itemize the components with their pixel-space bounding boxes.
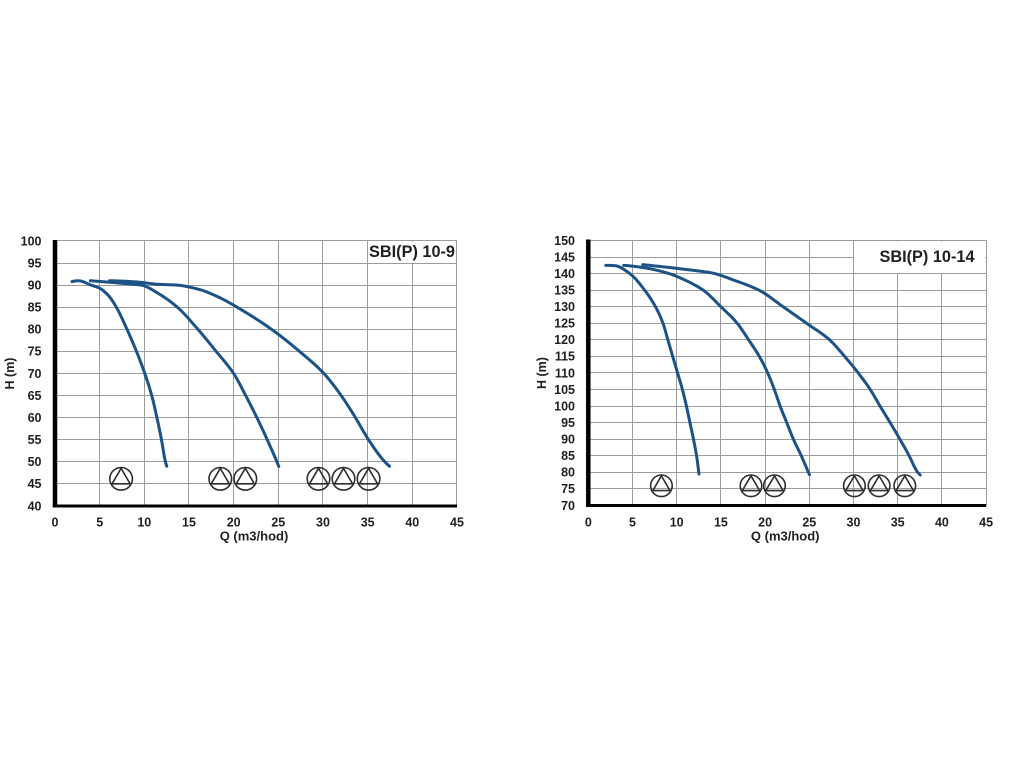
svg-text:35: 35	[361, 516, 375, 530]
svg-text:25: 25	[802, 516, 816, 530]
svg-text:110: 110	[555, 366, 575, 380]
svg-text:50: 50	[28, 455, 42, 469]
svg-text:35: 35	[891, 516, 905, 530]
svg-text:45: 45	[450, 516, 464, 530]
svg-text:5: 5	[96, 516, 103, 530]
svg-text:135: 135	[554, 284, 575, 298]
svg-text:H (m): H (m)	[3, 358, 17, 390]
svg-text:45: 45	[979, 516, 993, 530]
svg-text:145: 145	[554, 250, 575, 264]
svg-text:120: 120	[554, 333, 575, 347]
svg-text:95: 95	[561, 416, 575, 430]
svg-text:15: 15	[182, 516, 196, 530]
svg-text:40: 40	[935, 516, 949, 530]
svg-text:55: 55	[28, 433, 42, 447]
svg-text:0: 0	[52, 516, 59, 530]
svg-text:140: 140	[554, 267, 575, 281]
svg-text:105: 105	[554, 383, 575, 397]
svg-text:100: 100	[554, 399, 575, 413]
svg-text:150: 150	[554, 234, 575, 248]
svg-text:80: 80	[561, 466, 575, 480]
svg-text:45: 45	[28, 477, 42, 491]
svg-text:70: 70	[28, 367, 42, 381]
svg-text:SBI(P) 10-14: SBI(P) 10-14	[879, 248, 974, 266]
svg-text:125: 125	[554, 317, 575, 331]
svg-text:SBI(P) 10-9: SBI(P) 10-9	[369, 243, 455, 261]
svg-text:40: 40	[28, 499, 42, 513]
svg-text:115: 115	[555, 350, 575, 364]
svg-text:60: 60	[28, 411, 42, 425]
svg-text:90: 90	[561, 433, 575, 447]
svg-text:130: 130	[554, 300, 575, 314]
svg-text:20: 20	[758, 516, 772, 530]
svg-text:65: 65	[28, 389, 42, 403]
svg-text:10: 10	[670, 516, 684, 530]
svg-text:40: 40	[405, 516, 419, 530]
svg-text:85: 85	[561, 449, 575, 463]
svg-text:Q (m3/hod): Q (m3/hod)	[220, 529, 289, 544]
svg-text:95: 95	[28, 256, 42, 270]
svg-text:15: 15	[714, 516, 728, 530]
svg-text:30: 30	[847, 516, 861, 530]
svg-text:20: 20	[227, 516, 241, 530]
svg-text:H (m): H (m)	[535, 357, 549, 389]
svg-text:30: 30	[316, 516, 330, 530]
svg-text:5: 5	[629, 516, 636, 530]
svg-text:25: 25	[271, 516, 285, 530]
svg-text:0: 0	[585, 516, 592, 530]
svg-text:90: 90	[28, 279, 42, 293]
svg-text:80: 80	[28, 323, 42, 337]
svg-text:Q (m3/hod): Q (m3/hod)	[751, 529, 820, 544]
svg-text:10: 10	[137, 516, 151, 530]
svg-text:75: 75	[28, 345, 42, 359]
svg-text:85: 85	[28, 301, 42, 315]
svg-text:70: 70	[561, 499, 575, 513]
svg-text:100: 100	[21, 234, 42, 248]
svg-text:75: 75	[561, 482, 575, 496]
